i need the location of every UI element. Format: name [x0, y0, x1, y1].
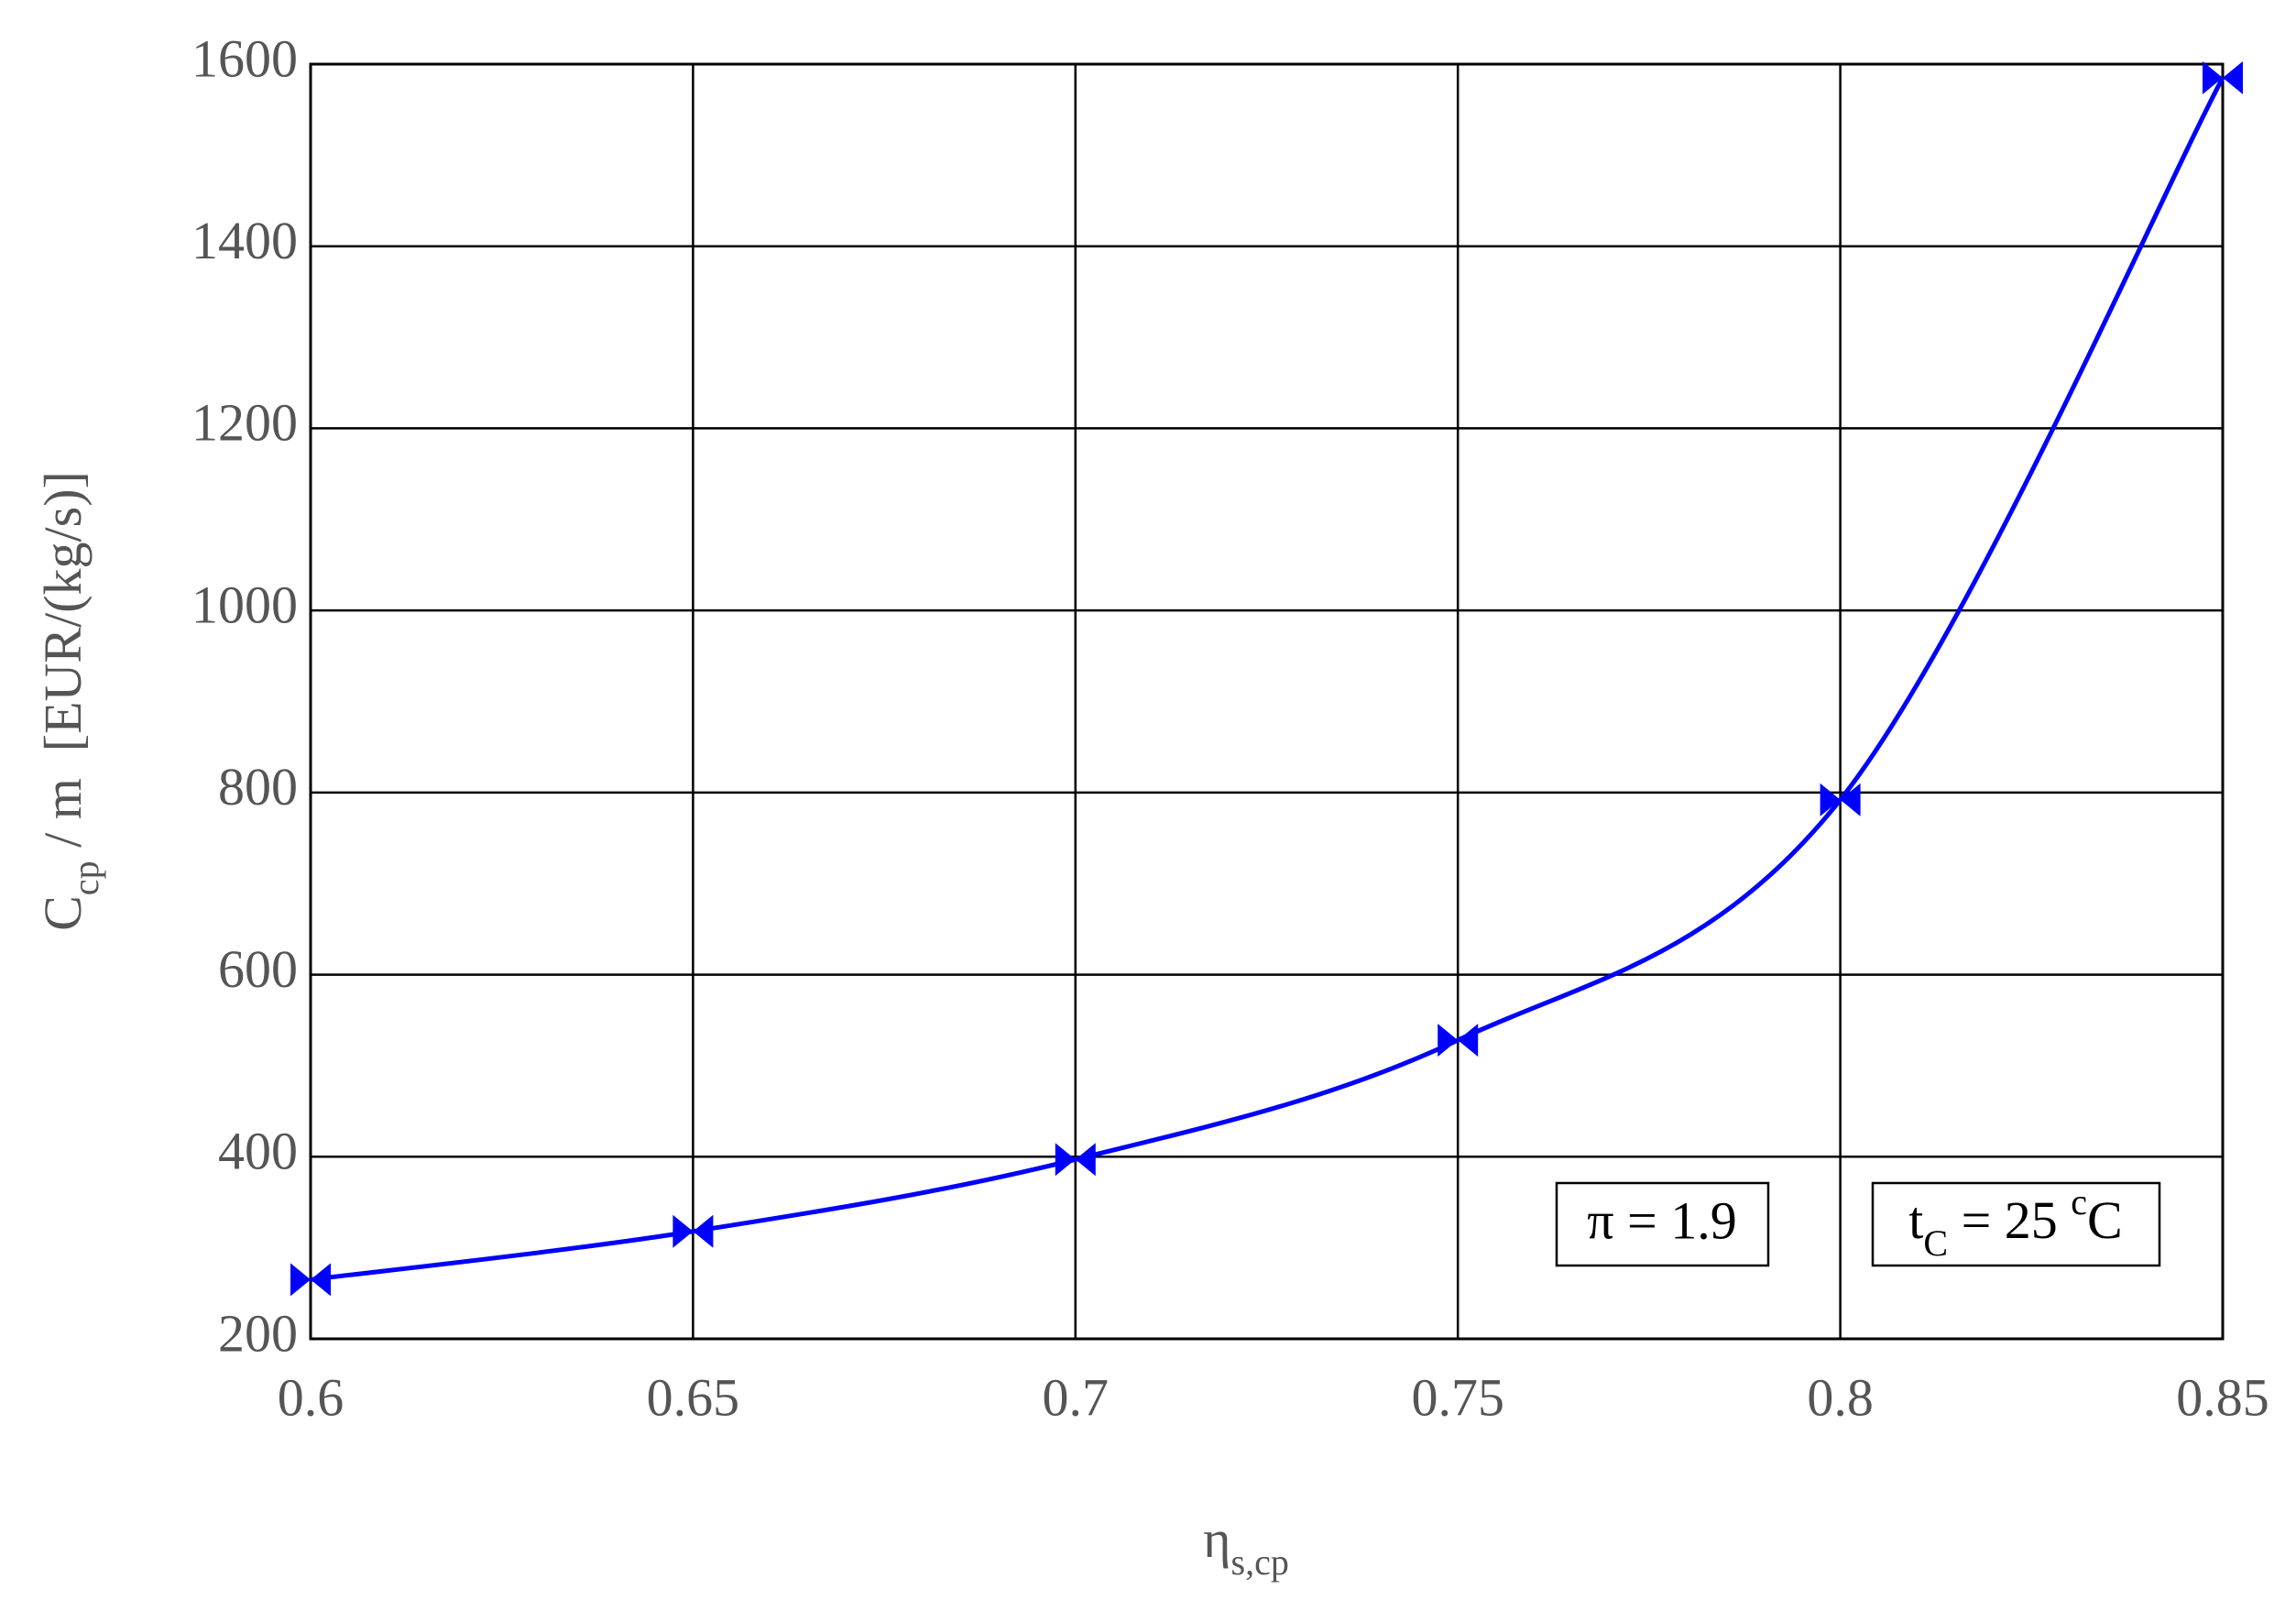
x-tick-label: 0.8	[1807, 1367, 1874, 1427]
x-tick-label: 0.75	[1411, 1367, 1504, 1427]
x-tick-label: 0.85	[2176, 1367, 2269, 1427]
y-tick-label: 600	[218, 939, 298, 999]
marker	[672, 1214, 714, 1248]
y-tick-label: 800	[218, 757, 298, 816]
annotation: tC = 25 cC	[1908, 1181, 2122, 1264]
marker	[2203, 60, 2243, 94]
marker	[1820, 783, 1861, 816]
x-tick-label: 0.7	[1043, 1367, 1110, 1427]
y-tick-label: 400	[218, 1122, 298, 1181]
x-tick-label: 0.65	[647, 1367, 740, 1427]
annotation-box	[1555, 1181, 1770, 1267]
annotation-end: C	[2087, 1190, 2123, 1250]
plot-frame	[309, 62, 2225, 1341]
marker	[1055, 1143, 1096, 1177]
annotation-sup: c	[2071, 1181, 2087, 1222]
marker	[1438, 1024, 1479, 1058]
y-tick-label: 1600	[191, 28, 298, 88]
annotation: π = 1.9	[1587, 1190, 1737, 1250]
x-axis-label: ηs,cp	[1203, 1509, 1289, 1582]
annotation-main: t	[1908, 1190, 1923, 1250]
x-tick-label: 0.6	[278, 1367, 344, 1427]
x-label-main: η	[1203, 1509, 1230, 1569]
y-axis-label: Ccp / m [EUR/(kg/s)]	[33, 471, 105, 931]
y-label-main: C	[33, 895, 93, 931]
y-label-rest: / m [EUR/(kg/s)]	[33, 471, 93, 860]
marker	[290, 1263, 331, 1297]
y-tick-label: 1400	[191, 211, 298, 270]
plot-area	[290, 60, 2243, 1297]
x-label-sub: s,cp	[1231, 1541, 1289, 1583]
annotation-box	[1871, 1181, 2161, 1267]
y-tick-label: 1200	[191, 393, 298, 453]
y-tick-label: 200	[218, 1303, 298, 1363]
annotation-rest: = 25	[1948, 1190, 2071, 1250]
annotation-sub: C	[1923, 1222, 1948, 1264]
y-tick-label: 1000	[191, 575, 298, 634]
y-label-sub: cp	[65, 860, 106, 895]
